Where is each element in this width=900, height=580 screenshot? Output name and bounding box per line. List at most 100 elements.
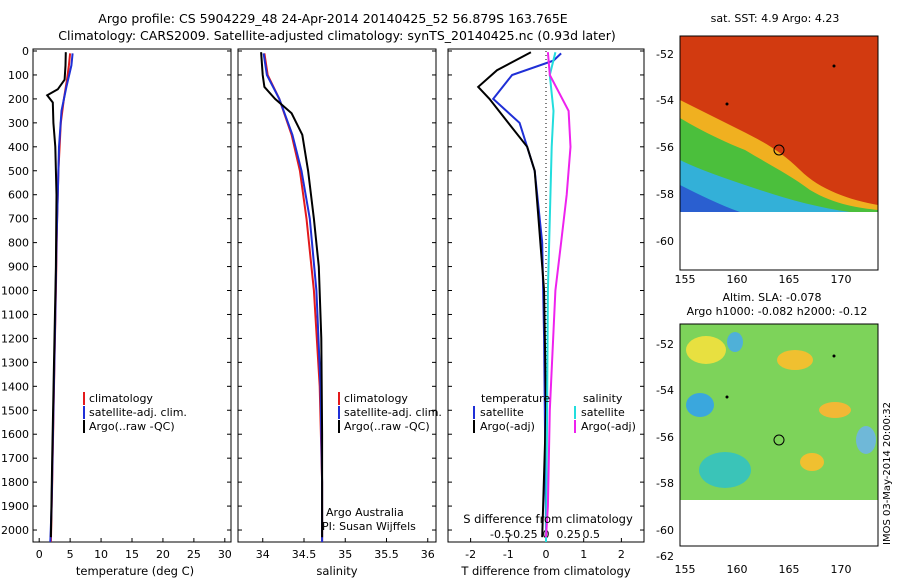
lat-tick-label: -60 — [656, 524, 674, 537]
lat-tick-label: -58 — [656, 477, 674, 490]
series-line-s-argo-adj- — [545, 52, 572, 538]
depth-tick-label: 1000 — [1, 285, 29, 298]
depth-axis: 0 100 200 300 400 500 600 700 800 900 1000 1100 1200… — [1, 45, 644, 537]
x-tick-label: 2 — [618, 548, 625, 561]
x-tick-label: 20 — [156, 548, 170, 561]
title-line-2: Climatology: CARS2009. Satellite-adjuste… — [58, 28, 615, 43]
x-tick-label: 1 — [580, 548, 587, 561]
depth-tick-label: 300 — [8, 117, 29, 130]
credit-line-2: PI: Susan Wijffels — [322, 520, 416, 533]
lat-tick-label: -52 — [656, 338, 674, 351]
temperature-plot-frame — [32, 48, 232, 543]
sla-anomaly — [699, 452, 751, 488]
x-tick-label: 30 — [218, 548, 232, 561]
x-tick-label: 0 — [543, 548, 550, 561]
sla-anomaly — [727, 332, 743, 352]
t-diff-xlabel: T difference from climatology — [460, 564, 631, 578]
depth-tick-label: 200 — [8, 93, 29, 106]
legend-satellite: satellite-adj. clim. — [89, 406, 187, 419]
lon-tick-label: 155 — [675, 563, 696, 576]
depth-tick-label: 2000 — [1, 524, 29, 537]
sst-map-frame — [679, 35, 879, 271]
sla-anomaly — [856, 426, 876, 454]
sla-anomaly — [686, 393, 714, 417]
depth-tick-label: 1900 — [1, 500, 29, 513]
sla-anomaly — [686, 336, 726, 364]
sla-no-data — [680, 500, 878, 546]
depth-tick-label: 700 — [8, 213, 29, 226]
island-marker — [832, 354, 836, 358]
map-axes: -52-52-54-54-56-56-58-58-60-60-621551551… — [656, 48, 851, 576]
series-line-s-satellite — [545, 51, 557, 543]
island-marker — [725, 102, 729, 106]
x-tick-label: 0 — [36, 548, 43, 561]
lon-tick-label: 165 — [779, 273, 800, 286]
depth-tick-label: 1700 — [1, 452, 29, 465]
depth-tick-label: 1800 — [1, 476, 29, 489]
temperature-legend: climatology satellite-adj. clim. Argo(..… — [83, 392, 187, 433]
x-tick-label: -2 — [465, 548, 476, 561]
lat-tick-label: -56 — [656, 141, 674, 154]
x2-tick-label: -0.5 — [490, 528, 511, 541]
sst-coldest-band — [680, 185, 740, 212]
credit-line-1: Argo Australia — [326, 506, 404, 519]
title-line-1: Argo profile: CS 5904229_48 24-Apr-2014 … — [98, 11, 567, 26]
x-tick-label: 34.5 — [292, 548, 317, 561]
sla-map-frame — [679, 323, 879, 547]
series-line-argo-raw-qc- — [45, 52, 67, 538]
legend-satellite: satellite-adj. clim. — [344, 406, 442, 419]
lon-tick-label: 160 — [727, 273, 748, 286]
depth-tick-label: 1600 — [1, 428, 29, 441]
x2-tick-label: 0.5 — [582, 528, 600, 541]
legend-s-satellite: satellite — [581, 406, 625, 419]
x2-tick-label: 0.25 — [556, 528, 581, 541]
x-tick-label: 10 — [94, 548, 108, 561]
lon-tick-label: 160 — [727, 563, 748, 576]
island-marker — [832, 64, 836, 68]
depth-tick-label: 600 — [8, 189, 29, 202]
legend-climatology: climatology — [344, 392, 408, 405]
temperature-plot: 0 5 10 15 20 25 30 — [36, 52, 232, 561]
legend-argo: Argo(..raw -QC) — [344, 420, 430, 433]
lon-tick-label: 165 — [779, 563, 800, 576]
lon-tick-label: 170 — [831, 273, 852, 286]
argo-position-marker — [773, 144, 785, 156]
lon-tick-label: 170 — [831, 563, 852, 576]
salinity-xlabel: salinity — [316, 564, 357, 578]
sst-map — [679, 35, 879, 271]
salinity-plot: 34 34.5 35 35.5 36 — [256, 52, 435, 561]
depth-tick-label: 1400 — [1, 380, 29, 393]
s-diff-xlabel: S difference from climatology — [463, 512, 633, 526]
sst-cold-band — [680, 160, 850, 212]
depth-tick-label: 800 — [8, 237, 29, 250]
sst-map-title: sat. SST: 4.9 Argo: 4.23 — [711, 12, 840, 25]
depth-tick-label: 1300 — [1, 356, 29, 369]
lat-tick-label: -58 — [656, 188, 674, 201]
depth-tick-label: 1100 — [1, 308, 29, 321]
series-line-satellite-adj-clim- — [262, 53, 324, 542]
depth-tick-label: 400 — [8, 141, 29, 154]
series-line-climatology — [263, 53, 324, 542]
argo-position-marker — [773, 434, 785, 446]
depth-tick-label: 500 — [8, 165, 29, 178]
legend-temperature-header: temperature — [481, 392, 550, 405]
timestamp: IMOS 03-May-2014 20:00:32 — [882, 402, 893, 545]
salinity-plot-frame — [237, 48, 437, 543]
legend-t-satellite: satellite — [480, 406, 524, 419]
sla-anomaly — [819, 402, 851, 418]
lat-tick-label: -54 — [656, 384, 674, 397]
legend-argo: Argo(..raw -QC) — [89, 420, 175, 433]
x-tick-label: 35.5 — [374, 548, 399, 561]
depth-tick-label: 900 — [8, 261, 29, 274]
sla-anomaly — [777, 350, 813, 370]
lat-tick-label: -52 — [656, 48, 674, 61]
x-tick-label: 5 — [67, 548, 74, 561]
x-tick-label: 34 — [256, 548, 270, 561]
series-line-argo-raw-qc- — [260, 52, 324, 538]
temperature-xlabel: temperature (deg C) — [76, 564, 194, 578]
difference-plot: -2 -1 0 1 2-0.5-0.25 0 0.25 0.5 — [465, 51, 625, 561]
legend-salinity-header: salinity — [583, 392, 623, 405]
series-line-t-satellite — [491, 52, 562, 531]
lon-tick-label: 155 — [675, 273, 696, 286]
